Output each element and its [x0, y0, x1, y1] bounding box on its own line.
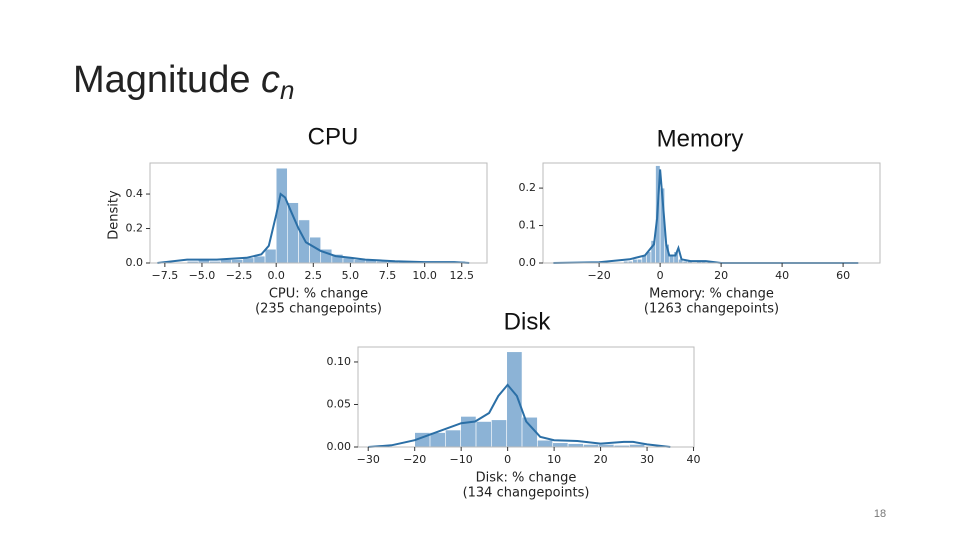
x-tick-label: 60	[836, 269, 850, 282]
bar	[636, 258, 643, 264]
bar	[537, 439, 554, 448]
x-tick-label: −30	[357, 453, 380, 466]
bar	[287, 202, 299, 264]
x-tick-label: 2.5	[305, 269, 323, 282]
x-axis-label: Disk: % change	[476, 471, 577, 486]
y-tick-label: 0.4	[126, 187, 144, 200]
bar	[552, 442, 569, 448]
title-word: Magnitude	[73, 59, 250, 101]
x-tick-label: −10	[450, 453, 473, 466]
plot-frame	[149, 162, 488, 264]
y-tick-label: 0.05	[327, 397, 352, 410]
bar	[264, 248, 277, 264]
plot-frame	[357, 346, 695, 448]
bar	[298, 219, 310, 264]
y-tick-label: 0.10	[327, 355, 352, 368]
x-tick-label: 30	[640, 453, 654, 466]
x-tick-label: 40	[775, 269, 789, 282]
title-sub: n	[280, 75, 294, 105]
kde-line	[157, 192, 470, 264]
y-tick-label: 0.00	[327, 440, 352, 453]
x-tick-label: 20	[594, 453, 608, 466]
bar	[668, 255, 675, 264]
x-tick-label: −5.0	[189, 269, 216, 282]
x-tick-label: 0	[504, 453, 511, 466]
bar	[567, 443, 584, 448]
x-tick-label: 40	[687, 453, 701, 466]
kde-line	[553, 169, 859, 264]
y-tick-label: 0.0	[519, 256, 537, 269]
chart-title: Disk	[504, 308, 552, 335]
x-axis-note: (235 changepoints)	[255, 302, 382, 317]
y-tick-label: 0.0	[126, 256, 144, 269]
bar	[632, 258, 638, 264]
x-tick-label: 5.0	[342, 269, 360, 282]
bar	[475, 421, 492, 448]
x-tick-label: 20	[714, 269, 728, 282]
x-axis-label: Memory: % change	[649, 287, 774, 302]
x-tick-label: 10	[547, 453, 561, 466]
kde-line	[368, 383, 671, 448]
x-tick-label: 0	[657, 269, 664, 282]
x-tick-label: −20	[588, 269, 611, 282]
bar	[506, 351, 523, 448]
y-tick-label: 0.2	[126, 222, 144, 235]
x-axis-note: (134 changepoints)	[463, 486, 590, 501]
bar	[231, 259, 244, 264]
bar	[253, 255, 266, 264]
slide-title: Magnitude cn	[73, 59, 295, 105]
x-tick-label: 12.5	[450, 269, 475, 282]
page-number: 18	[874, 508, 886, 520]
x-axis-note: (1263 changepoints)	[644, 302, 779, 317]
x-axis-label: CPU: % change	[269, 287, 368, 302]
chart-title: Memory	[657, 125, 744, 152]
bar	[275, 167, 288, 264]
x-tick-label: −7.5	[151, 269, 178, 282]
bar	[445, 429, 462, 448]
x-tick-label: 10.0	[412, 269, 437, 282]
x-tick-label: 7.5	[379, 269, 397, 282]
x-tick-label: −2.5	[226, 269, 253, 282]
plot-frame	[542, 162, 881, 264]
bar	[491, 419, 508, 448]
y-tick-label: 0.1	[519, 219, 537, 232]
title-var: c	[261, 59, 280, 101]
chart-title: CPU	[308, 123, 359, 150]
x-tick-label: 0.0	[267, 269, 285, 282]
x-tick-label: −20	[403, 453, 426, 466]
y-axis-label: Density	[107, 190, 122, 240]
y-tick-label: 0.2	[519, 181, 537, 194]
